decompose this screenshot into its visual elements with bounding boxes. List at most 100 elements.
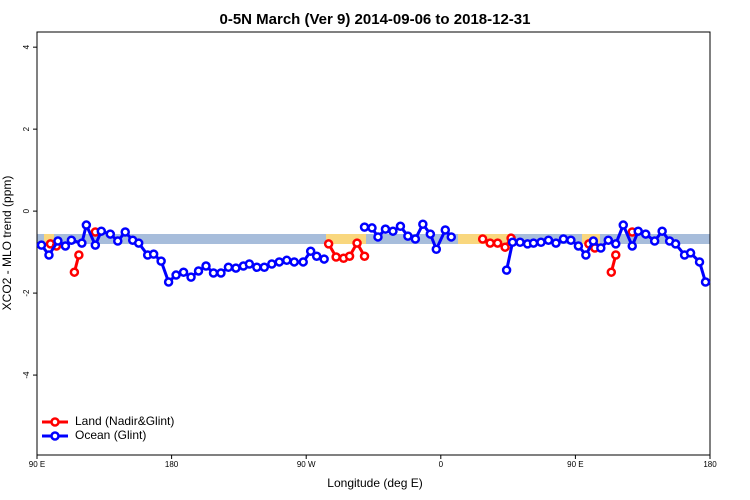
data-point — [223, 262, 234, 273]
data-point — [66, 235, 77, 245]
data-point — [633, 226, 643, 236]
data-point — [500, 242, 510, 252]
data-point — [685, 248, 696, 258]
data-point — [323, 239, 334, 249]
y-axis-label: XCO2 - MLO trend (ppm) — [0, 176, 14, 311]
data-point — [440, 225, 451, 235]
data-point — [492, 238, 503, 248]
data-point — [485, 238, 495, 248]
data-point — [352, 238, 362, 248]
data-point — [403, 231, 413, 241]
data-point — [252, 262, 262, 273]
band-ocean — [37, 234, 710, 244]
data-point — [649, 236, 660, 246]
data-point — [446, 232, 457, 242]
legend: Land (Nadir&Glint)Ocean (Glint) — [42, 414, 174, 442]
data-point — [395, 221, 406, 232]
series-line — [505, 221, 707, 283]
data-point — [81, 220, 92, 230]
data-point — [77, 238, 87, 248]
x-tick-label: 180 — [165, 460, 179, 469]
data-point — [596, 243, 606, 253]
x-tick-label: 90 E — [567, 460, 583, 469]
y-tick-label: 2 — [22, 126, 31, 131]
data-point — [581, 250, 591, 260]
data-point — [201, 261, 211, 271]
data-point — [551, 238, 561, 248]
data-point — [133, 238, 144, 248]
data-point — [74, 250, 84, 260]
data-point — [186, 272, 196, 282]
data-point — [319, 254, 329, 264]
data-point — [208, 268, 219, 278]
data-point — [359, 251, 370, 261]
data-point — [507, 237, 518, 248]
data-point — [700, 277, 711, 287]
data-point — [367, 223, 377, 233]
data-point — [148, 249, 159, 259]
data-point — [380, 224, 391, 234]
data-point — [694, 257, 705, 267]
data-point — [388, 226, 398, 236]
data-point — [156, 256, 166, 266]
data-point — [359, 222, 370, 232]
data-point — [36, 240, 47, 250]
data-point — [618, 220, 629, 230]
y-tick-label: 4 — [22, 44, 31, 49]
data-point — [298, 257, 308, 267]
x-tick-label: 90 E — [29, 460, 45, 469]
data-point — [657, 226, 667, 236]
x-tick-label: 180 — [703, 460, 717, 469]
data-point — [603, 235, 614, 245]
legend-marker — [50, 431, 60, 441]
data-point — [216, 268, 226, 278]
data-point — [305, 246, 316, 257]
data-point — [501, 265, 512, 275]
y-tick-label: -4 — [22, 371, 31, 379]
data-point — [558, 234, 569, 244]
data-point — [543, 235, 554, 245]
data-point — [515, 237, 525, 248]
data-point — [289, 257, 299, 267]
data-point — [477, 234, 488, 244]
data-point — [611, 250, 621, 260]
data-point — [311, 251, 322, 261]
data-point — [90, 240, 101, 250]
data-point — [606, 267, 617, 277]
data-point — [588, 236, 599, 246]
y-tick-label: 0 — [22, 208, 31, 213]
data-point — [44, 250, 54, 260]
data-point — [425, 229, 436, 239]
data-point — [171, 270, 181, 280]
x-tick-label: 0 — [439, 460, 444, 469]
data-point — [373, 232, 383, 242]
data-point — [344, 251, 355, 261]
y-tick-label: -2 — [22, 289, 31, 297]
data-point — [69, 267, 80, 277]
data-point — [331, 252, 341, 262]
band-land — [44, 234, 54, 244]
x-axis-label: Longitude (deg E) — [327, 476, 422, 490]
data-point — [231, 263, 241, 273]
x-tick-label: 90 W — [297, 460, 316, 469]
data-point — [96, 226, 107, 236]
band-land — [326, 234, 366, 244]
data-point — [418, 219, 428, 229]
data-point — [640, 229, 651, 239]
data-point — [120, 227, 130, 237]
data-point — [536, 237, 546, 248]
data-point — [163, 277, 174, 287]
data-point — [410, 234, 421, 244]
data-point — [259, 262, 270, 273]
data-point — [573, 241, 584, 251]
data-point — [627, 241, 637, 251]
data-point — [274, 257, 285, 267]
data-point — [566, 235, 576, 245]
data-point — [60, 241, 71, 251]
data-point — [244, 259, 255, 269]
data-point — [267, 259, 277, 269]
data-point — [670, 239, 681, 249]
data-point — [282, 255, 292, 266]
